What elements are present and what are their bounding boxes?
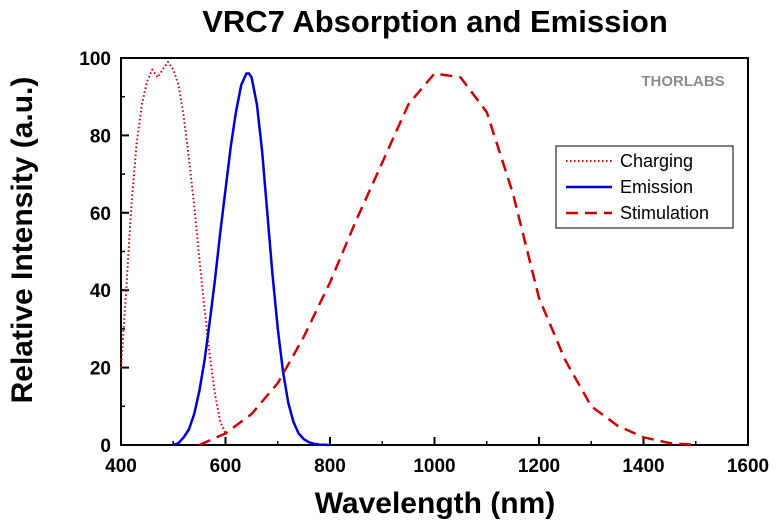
axis-ticks: 400 600 800 1000 1200 1400 1600 0 20 40 60 80 100: [79, 49, 769, 477]
legend-label-stimulation: Stimulation: [620, 203, 709, 223]
svg-text:THORLABS: THORLABS: [641, 73, 724, 90]
y-tick-label: 20: [90, 359, 111, 380]
series-layer: [120, 60, 696, 447]
x-tick-label: 1200: [518, 456, 560, 477]
x-tick-label: 600: [210, 456, 242, 477]
y-tick-label: 0: [100, 436, 111, 457]
legend-label-charging: Charging: [620, 151, 693, 171]
x-tick-label: 800: [314, 456, 346, 477]
x-axis-label: Wavelength (nm): [315, 487, 556, 520]
y-tick-label: 100: [79, 49, 111, 70]
x-tick-label: 400: [105, 456, 137, 477]
y-axis-label: Relative Intensity (a.u.): [6, 77, 39, 404]
chart-title: VRC7 Absorption and Emission: [202, 4, 668, 39]
plot-frame: [120, 57, 749, 446]
y-tick-label: 40: [90, 281, 111, 302]
series-line-emission: [172, 72, 331, 447]
y-tick-label: 60: [90, 204, 111, 225]
series-line-stimulation: [198, 72, 696, 447]
y-tick-label: 80: [90, 126, 111, 147]
x-tick-label: 1600: [727, 456, 769, 477]
x-tick-label: 1400: [622, 456, 664, 477]
x-tick-label: 1000: [413, 456, 455, 477]
legend: Charging Emission Stimulation: [555, 145, 734, 229]
series-line-charging: [120, 60, 227, 434]
thorlabs-logo: THORLABS: [641, 73, 724, 90]
legend-label-emission: Emission: [620, 177, 693, 197]
